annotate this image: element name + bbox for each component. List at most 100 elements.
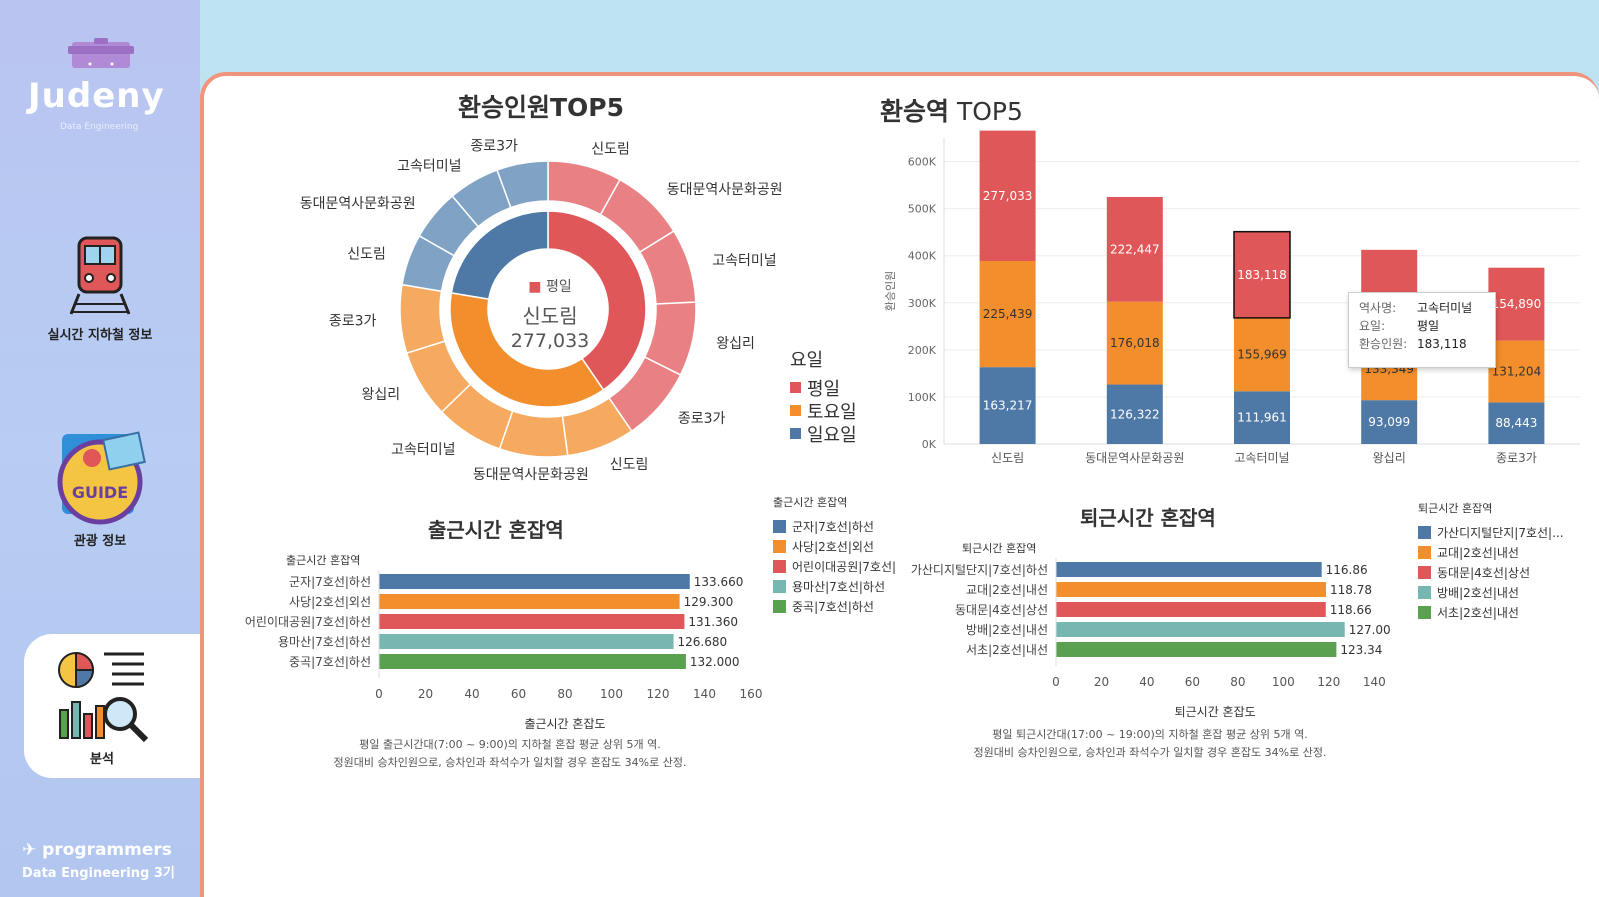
bar-value-label: 93,099 [1368, 415, 1410, 429]
legend-swatch [1418, 525, 1431, 539]
stacked-bar-segment [1234, 391, 1290, 444]
evening-chart-title: 퇴근시간 혼잡역 [1080, 506, 1216, 530]
x-tick-label: 고속터미널 [1234, 451, 1289, 465]
legend-label: 방배|2호선|내선 [1437, 585, 1519, 600]
x-tick-label: 60 [511, 687, 526, 701]
legend-label: 토요일 [807, 401, 857, 423]
x-tick-label: 20 [1094, 675, 1109, 689]
svg-text:GUIDE: GUIDE [72, 483, 128, 502]
donut-legend-item[interactable]: 토요일 [790, 399, 857, 422]
bar-value-label: 133.660 [694, 575, 744, 589]
donut-center-value: 277,033 [510, 330, 590, 352]
evening-legend-item[interactable]: 동대문|4호선|상선 [1418, 562, 1568, 582]
x-tick-label: 왕십리 [1373, 451, 1406, 465]
y-tick-label: 교대|2호선|내선 [966, 583, 1048, 597]
legend-swatch [1418, 565, 1431, 579]
bar-value-label: 131,204 [1492, 364, 1542, 378]
guide-map-icon: GUIDE [57, 431, 146, 525]
x-tick-label: 120 [647, 687, 670, 701]
analytics-icon [58, 651, 149, 743]
legend-swatch [773, 539, 786, 553]
bar-value-label: 163,217 [983, 399, 1033, 413]
morning-legend-item[interactable]: 사당|2호선|외선 [773, 536, 895, 556]
logo-subtitle: Data Engineering [60, 122, 139, 132]
morning-legend-item[interactable]: 용마산|7호선|하선 [773, 576, 895, 596]
bar-value-label: 222,447 [1110, 242, 1160, 256]
donut-legend-title: 요일 [790, 350, 824, 371]
bar-tooltip: 역사명: 고속터미널 요일: 평일 환승인원: 183,118 [1348, 292, 1496, 368]
bar-value-label: 123.34 [1340, 643, 1382, 657]
evening-legend: 퇴근시간 혼잡역 가산디지털단지|7호선|... 교대|2호선|내선 동대문|4… [1418, 500, 1568, 622]
stacked-chart-title: 환승역 TOP5 [880, 92, 1023, 128]
nav-item-analysis[interactable]: 분석 [2, 648, 202, 767]
hbar [1056, 602, 1326, 617]
morning-note: 평일 출근시간대(7:00 ~ 9:00)의 지하철 혼잡 평균 상위 5개 역… [260, 736, 760, 772]
morning-legend-title: 출근시간 혼잡역 [773, 496, 848, 509]
nav-item-realtime-subway[interactable]: 실시간 지하철 정보 [0, 234, 200, 343]
donut-legend-item[interactable]: 일요일 [790, 422, 857, 445]
morning-legend: 출근시간 혼잡역 군자|7호선|하선 사당|2호선|외선 어린이대공원|7호선|… [773, 494, 895, 616]
legend-label: 일요일 [807, 424, 857, 446]
morning-chart-title: 출근시간 혼잡역 [428, 518, 564, 542]
hbar [379, 654, 686, 669]
morning-note-line2: 정원대비 승차인원으로, 승차인과 좌석수가 일치할 경우 혼잡도 34%로 산… [333, 756, 687, 769]
hbar [1056, 562, 1322, 577]
bar-value-label: 127.00 [1349, 623, 1391, 637]
x-axis-label: 퇴근시간 혼잡도 [1175, 705, 1256, 719]
evening-note-line2: 정원대비 승차인원으로, 승차인과 좌석수가 일치할 경우 혼잡도 34%로 산… [973, 746, 1327, 759]
legend-label: 서초|2호선|내선 [1437, 605, 1519, 620]
stacked-title-rest: TOP5 [949, 97, 1023, 126]
legend-swatch [790, 405, 801, 416]
nav-label-realtime: 실시간 지하철 정보 [47, 328, 153, 343]
legend-label: 가산디지털단지|7호선|... [1437, 525, 1564, 540]
morning-legend-item[interactable]: 어린이대공원|7호선|하선 [773, 556, 895, 576]
hbar [379, 594, 680, 609]
y-axis-title: 퇴근시간 혼잡역 [962, 542, 1036, 555]
donut-center-legend-swatch: ■ [528, 279, 542, 295]
x-tick-label: 60 [1185, 675, 1200, 689]
stacked-bar-segment [979, 261, 1036, 368]
morning-legend-item[interactable]: 군자|7호선|하선 [773, 516, 895, 536]
x-tick-label: 종로3가 [1496, 451, 1537, 465]
stacked-bar-segment [1234, 317, 1290, 392]
evening-note-line1: 평일 퇴근시간대(17:00 ~ 19:00)의 지하철 혼잡 평균 상위 5개… [992, 728, 1308, 741]
evening-legend-item[interactable]: 서초|2호선|내선 [1418, 602, 1568, 622]
morning-legend-item[interactable]: 중곡|7호선|하선 [773, 596, 895, 616]
legend-swatch [790, 428, 801, 439]
donut-center-legend-label: 평일 [545, 279, 572, 295]
x-tick-label: 140 [693, 687, 716, 701]
legend-label: 동대문|4호선|상선 [1437, 565, 1531, 580]
legend-swatch [773, 559, 786, 573]
donut-legend-item[interactable]: 평일 [790, 376, 857, 399]
y-tick-label: 500K [908, 203, 937, 216]
y-tick-label: 600K [908, 156, 937, 169]
programmers-footer: ✈ programmers Data Engineering 3기 [22, 840, 175, 881]
hbar [379, 634, 674, 649]
donut-center-station: 신도림 [522, 304, 578, 328]
legend-swatch [1418, 585, 1431, 599]
legend-label: 사당|2호선|외선 [792, 539, 874, 554]
y-tick-label: 100K [908, 391, 937, 404]
bar-value-label: 131.360 [688, 615, 738, 629]
legend-swatch [773, 519, 786, 533]
y-axis-title: 출근시간 혼잡역 [286, 554, 360, 567]
nav-label-tourism: 관광 정보 [73, 534, 127, 549]
evening-legend-item[interactable]: 가산디지털단지|7호선|... [1418, 522, 1568, 542]
nav-item-tourism[interactable]: GUIDE 관광 정보 [0, 430, 200, 549]
legend-label: 어린이대공원|7호선|하선 [792, 559, 895, 574]
legend-label: 교대|2호선|내선 [1437, 545, 1519, 560]
evening-legend-item[interactable]: 방배|2호선|내선 [1418, 582, 1568, 602]
stacked-bar-segment [1106, 196, 1163, 302]
evening-legend-item[interactable]: 교대|2호선|내선 [1418, 542, 1568, 562]
bar-value-label: 126.680 [678, 635, 728, 649]
legend-swatch [790, 382, 801, 393]
tooltip-value: 평일 [1417, 319, 1440, 333]
hbar [1056, 582, 1327, 597]
hbar [379, 614, 685, 629]
x-tick-label: 100 [600, 687, 623, 701]
y-axis-label: 환승인원 [884, 271, 897, 311]
stacked-bar-segment [1488, 340, 1545, 403]
donut-center-legend: ■ 평일 [510, 276, 590, 296]
stacked-bar-segment [1106, 384, 1163, 444]
